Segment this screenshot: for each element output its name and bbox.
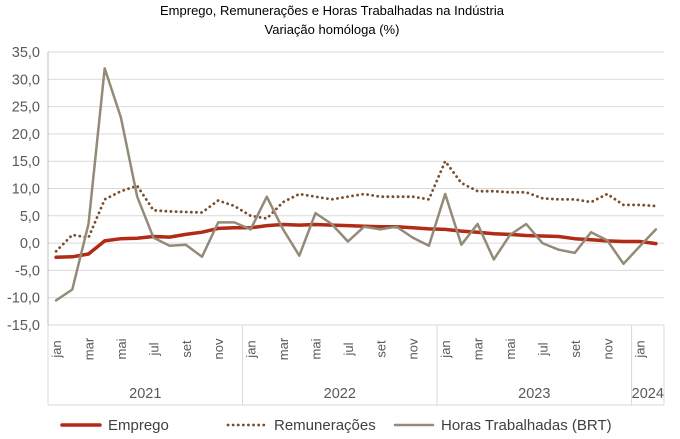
x-tick-label: jan	[244, 340, 259, 358]
x-tick-label: nov	[600, 338, 615, 359]
y-tick-label: 30,0	[12, 72, 40, 88]
series-lines	[54, 67, 658, 302]
y-tick-label: 35,0	[12, 45, 40, 61]
y-tick-label: 20,0	[12, 127, 40, 143]
y-tick-label: 5,0	[20, 209, 40, 225]
year-label: 2022	[324, 386, 356, 402]
year-label: 2021	[129, 386, 161, 402]
x-tick-label: mar	[82, 337, 97, 360]
legend-label-2: Remunerações	[274, 417, 376, 434]
chart-subtitle: Variação homóloga (%)	[265, 22, 400, 37]
x-tick-label: mai	[114, 338, 129, 359]
y-tick-label: -15,0	[7, 318, 40, 334]
x-tick-label: set	[568, 340, 583, 358]
y-axis: -15,0 -10,0 -5,0 0,0 5,0 10,0 15,0 20,0 25,0 30,0…	[7, 45, 40, 334]
year-label: 2023	[518, 386, 550, 402]
x-tick-label: jul	[535, 342, 550, 356]
x-tick-label: jul	[341, 342, 356, 356]
x-tick-label: nov	[211, 338, 226, 359]
gridlines	[47, 51, 664, 326]
x-tick-label: mar	[276, 337, 291, 360]
x-axis: jan mar mai jul set nov jan mar mai jul set nov jan m…	[47, 325, 665, 406]
x-tick-label: mai	[308, 338, 323, 359]
x-tick-label: mar	[471, 337, 486, 360]
year-label: 2024	[632, 386, 664, 402]
series-line-3	[54, 67, 658, 302]
y-tick-label: 15,0	[12, 154, 40, 170]
y-tick-label: -5,0	[15, 263, 40, 279]
x-tick-label: nov	[406, 338, 421, 359]
y-tick-label: 25,0	[12, 100, 40, 116]
y-tick-label: 10,0	[12, 182, 40, 198]
x-tick-label: set	[179, 340, 194, 358]
x-tick-label: set	[373, 340, 388, 358]
chart-title: Emprego, Remunerações e Horas Trabalhada…	[160, 3, 505, 18]
legend-label-1: Emprego	[108, 417, 169, 434]
series-line-1	[54, 222, 658, 260]
x-tick-label: jan	[633, 340, 648, 358]
x-tick-label: jul	[146, 342, 161, 356]
y-tick-label: -10,0	[7, 291, 40, 307]
series-line-2	[54, 159, 658, 253]
x-tick-label: mai	[503, 338, 518, 359]
y-tick-label: 0,0	[20, 236, 40, 252]
x-tick-label: jan	[438, 340, 453, 358]
legend: Emprego Remunerações Horas Trabalhadas (BR…	[60, 417, 612, 434]
x-tick-label: jan	[49, 340, 64, 358]
legend-label-3: Horas Trabalhadas (BRT)	[441, 417, 612, 434]
